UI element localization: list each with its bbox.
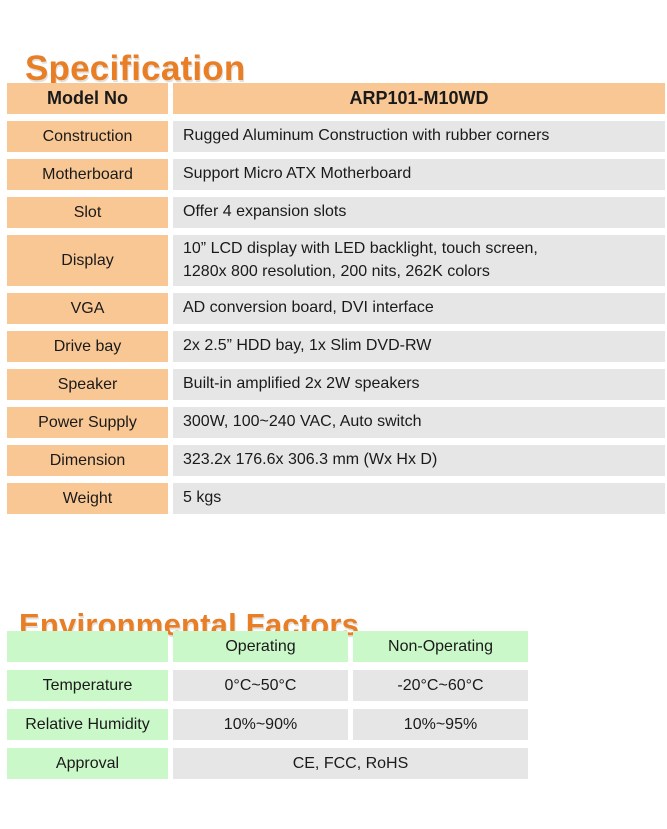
env-header-non-operating: Non-Operating [353,631,528,662]
specification-title: Specification [25,49,246,89]
spec-row-construction: Construction Rugged Aluminum Constructio… [7,121,665,152]
spec-row-label: Drive bay [7,331,168,362]
spec-row-slot: Slot Offer 4 expansion slots [7,197,665,228]
spec-row-label: Weight [7,483,168,514]
env-row-temperature: Temperature 0°C~50°C -20°C~60°C [7,670,528,701]
spec-header-label: Model No [7,83,168,114]
spec-row-label: VGA [7,293,168,324]
spec-row-value: Built-in amplified 2x 2W speakers [173,369,665,400]
spec-row-value: 323.2x 176.6x 306.3 mm (Wx Hx D) [173,445,665,476]
spec-row-weight: Weight 5 kgs [7,483,665,514]
env-approval-value: CE, FCC, RoHS [173,748,528,779]
spec-row-value: Offer 4 expansion slots [173,197,665,228]
spec-row-value: 5 kgs [173,483,665,514]
spec-row-label: Motherboard [7,159,168,190]
spec-row-motherboard: Motherboard Support Micro ATX Motherboar… [7,159,665,190]
env-header-corner [7,631,168,662]
env-row-label: Approval [7,748,168,779]
spec-row-speaker: Speaker Built-in amplified 2x 2W speaker… [7,369,665,400]
env-row-relative-humidity: Relative Humidity 10%~90% 10%~95% [7,709,528,740]
env-non-operating-value: 10%~95% [353,709,528,740]
spec-row-drive-bay: Drive bay 2x 2.5” HDD bay, 1x Slim DVD-R… [7,331,665,362]
env-row-approval: Approval CE, FCC, RoHS [7,748,528,779]
env-operating-value: 0°C~50°C [173,670,348,701]
spec-row-power-supply: Power Supply 300W, 100~240 VAC, Auto swi… [7,407,665,438]
env-header-operating: Operating [173,631,348,662]
spec-row-value: AD conversion board, DVI interface [173,293,665,324]
spec-row-value: 2x 2.5” HDD bay, 1x Slim DVD-RW [173,331,665,362]
spec-header-model-number: ARP101-M10WD [173,83,665,114]
spec-row-label: Dimension [7,445,168,476]
spec-row-label: Construction [7,121,168,152]
env-row-label: Relative Humidity [7,709,168,740]
spec-row-label: Slot [7,197,168,228]
spec-row-dimension: Dimension 323.2x 176.6x 306.3 mm (Wx Hx … [7,445,665,476]
spec-row-value: 300W, 100~240 VAC, Auto switch [173,407,665,438]
env-header-row: Operating Non-Operating [7,631,528,662]
specification-table: Model No ARP101-M10WD Construction Rugge… [7,83,665,521]
spec-row-value: Rugged Aluminum Construction with rubber… [173,121,665,152]
spec-row-vga: VGA AD conversion board, DVI interface [7,293,665,324]
spec-row-label: Display [7,235,168,286]
spec-row-label: Speaker [7,369,168,400]
environmental-factors-table: Operating Non-Operating Temperature 0°C~… [7,631,528,787]
spec-row-value: Support Micro ATX Motherboard [173,159,665,190]
env-operating-value: 10%~90% [173,709,348,740]
spec-row-display: Display 10” LCD display with LED backlig… [7,235,665,286]
spec-row-value: 10” LCD display with LED backlight, touc… [173,235,665,286]
env-row-label: Temperature [7,670,168,701]
env-non-operating-value: -20°C~60°C [353,670,528,701]
spec-row-label: Power Supply [7,407,168,438]
spec-header-row: Model No ARP101-M10WD [7,83,665,114]
